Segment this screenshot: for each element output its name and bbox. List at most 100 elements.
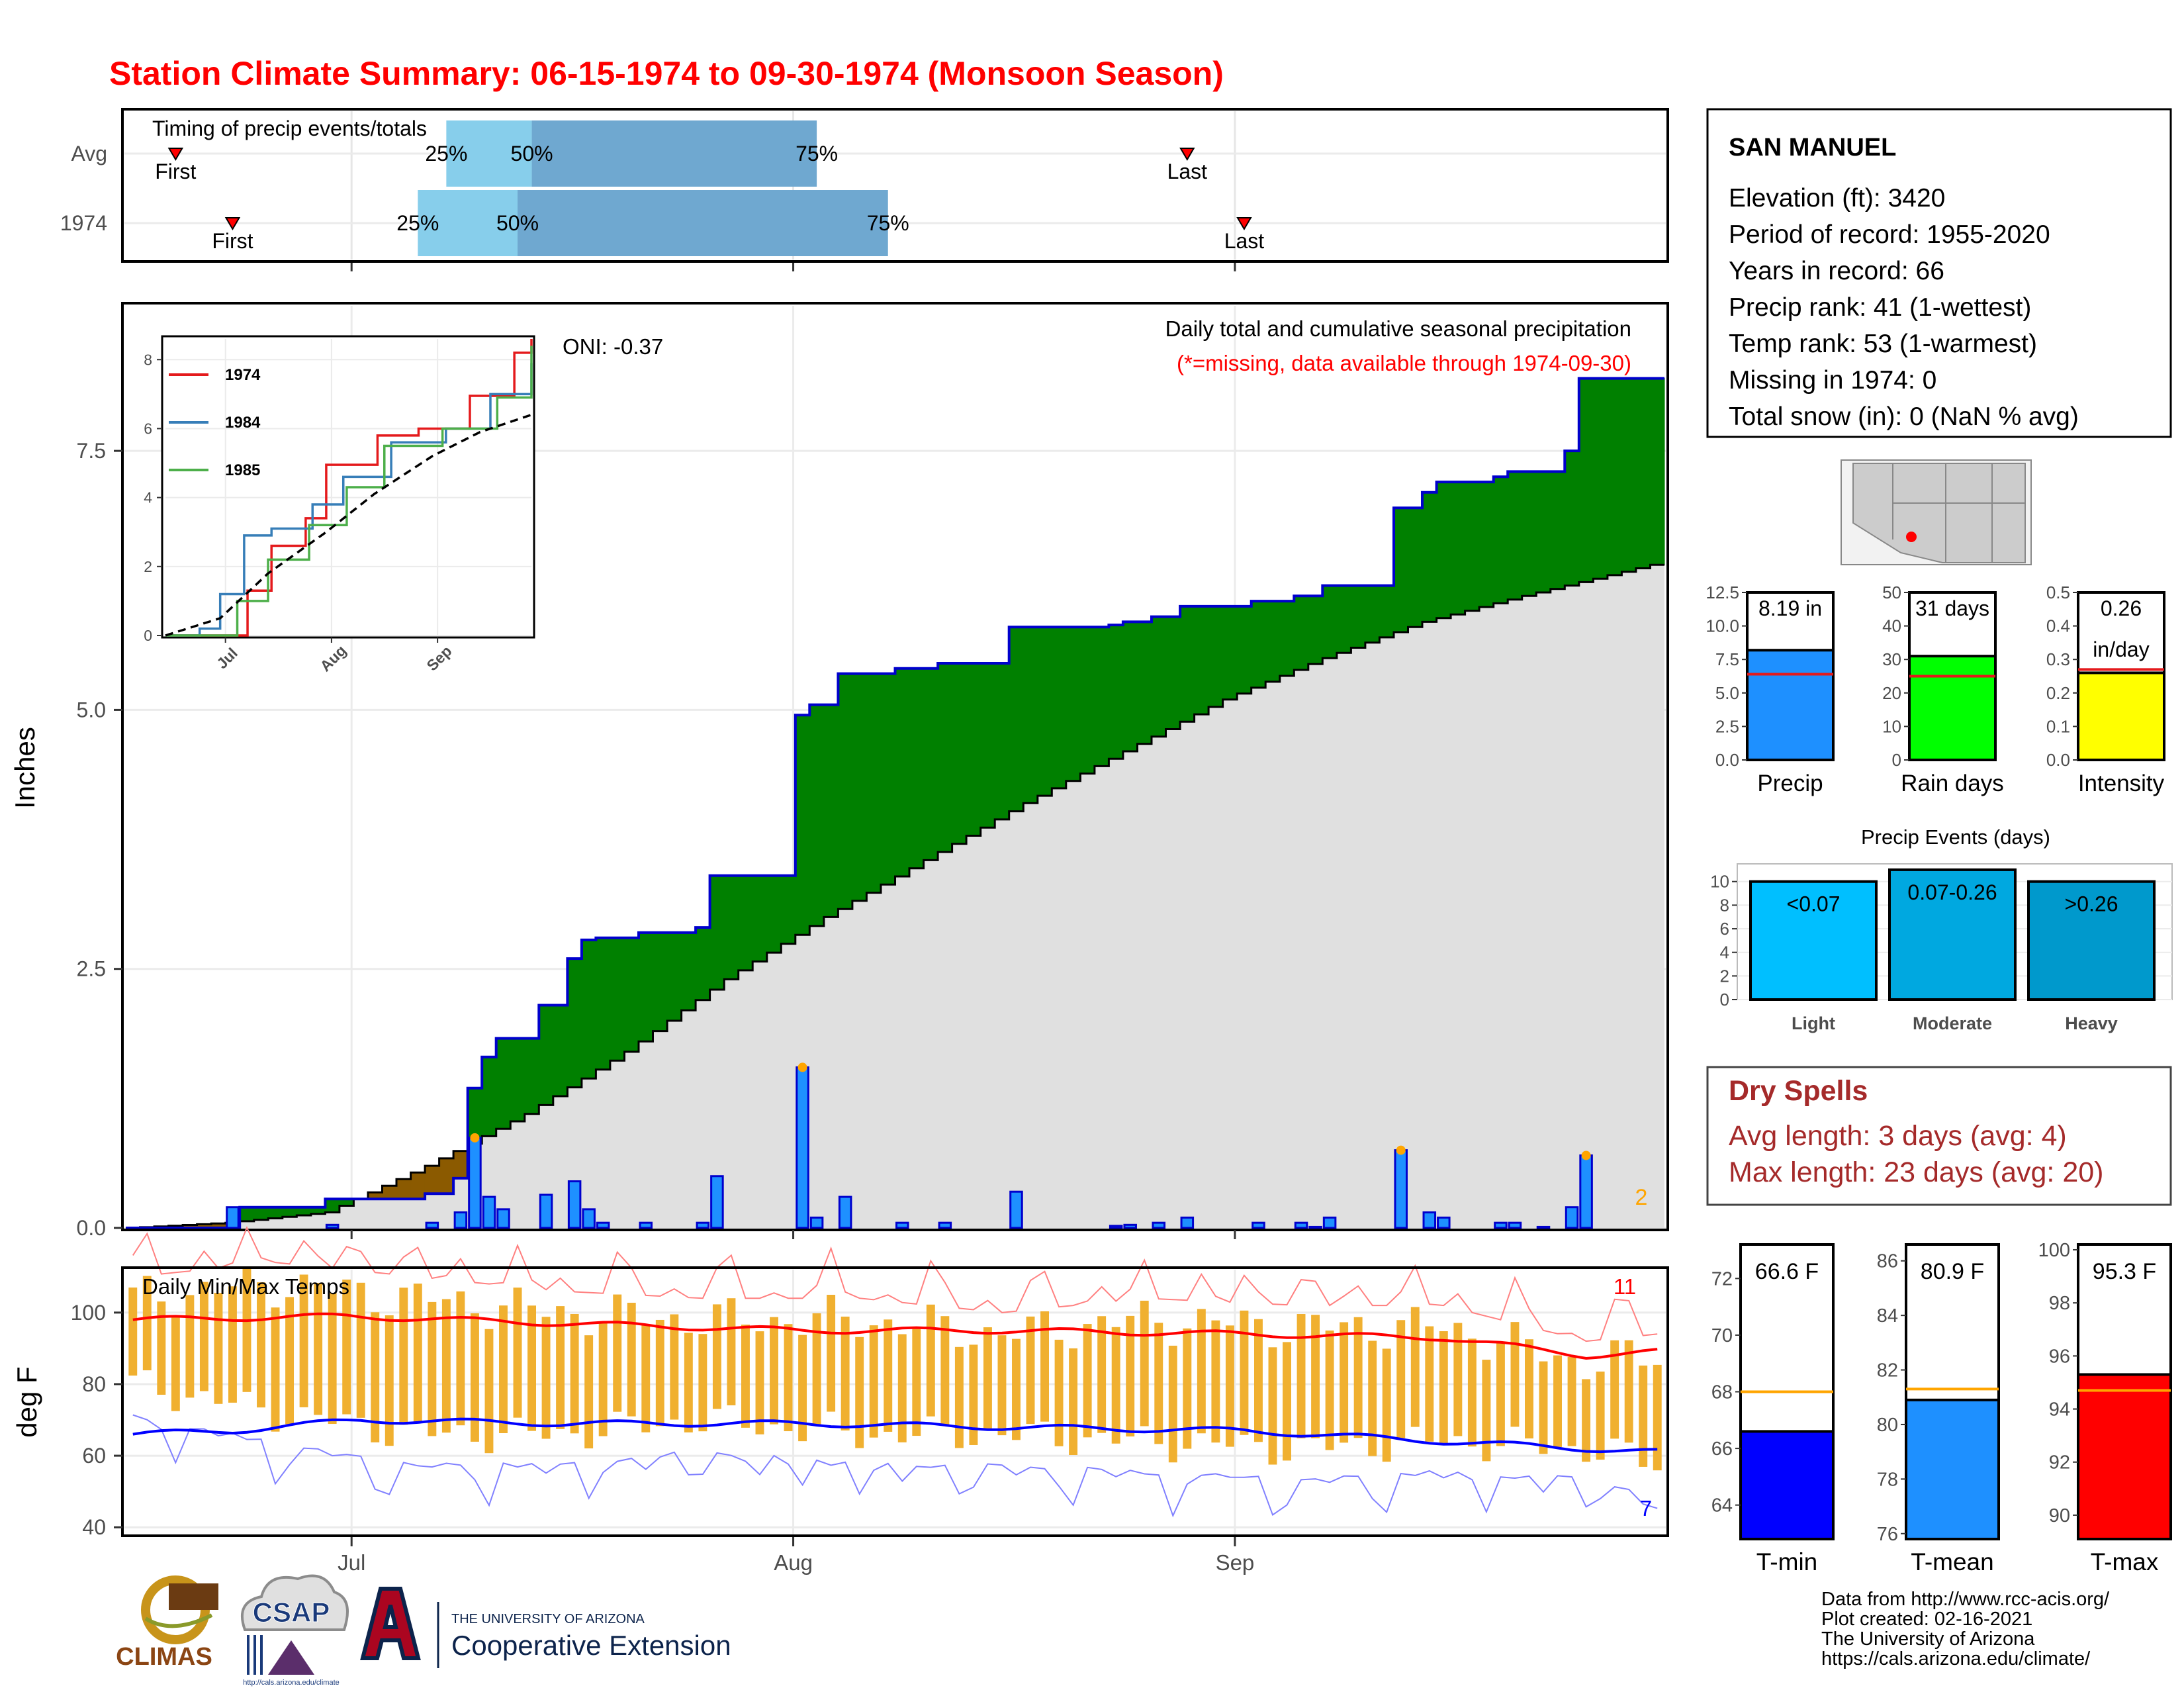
- temp-ylabel: deg F: [11, 1366, 42, 1437]
- daily-temp-range-bar: [1268, 1347, 1277, 1465]
- daily-temp-range-bar: [1168, 1345, 1177, 1463]
- daily-precip-bar: [1494, 1221, 1508, 1229]
- daily-temp-range-bar: [385, 1315, 394, 1446]
- inset-ytick-label: 6: [144, 420, 152, 437]
- temp-bar-tick-label: 80: [1877, 1415, 1898, 1436]
- daily-temp-range-bar: [727, 1298, 736, 1405]
- daily-precip-bar: [809, 1216, 824, 1229]
- credit-line: Plot created: 02-16-2021: [1821, 1609, 2032, 1630]
- temp-bar-tick-label: 72: [1711, 1268, 1733, 1289]
- daily-temp-range-bar: [399, 1288, 408, 1425]
- mini-bar: [1908, 655, 1997, 762]
- precip-corner-count: 2: [1635, 1185, 1648, 1210]
- daily-temp-range-bar: [299, 1274, 308, 1407]
- station-line: Precip rank: 41 (1-wettest): [1729, 293, 2031, 322]
- events-tick-label: 2: [1720, 966, 1729, 986]
- daily-precip-bar: [468, 1137, 482, 1229]
- precip-panel-title: Daily total and cumulative seasonal prec…: [1165, 316, 1631, 341]
- daily-temp-range-bar: [1510, 1322, 1520, 1427]
- daily-temp-range-bar: [1382, 1348, 1391, 1462]
- daily-precip-bar: [1251, 1221, 1265, 1229]
- station-line: Missing in 1974: 0: [1729, 366, 1936, 395]
- timing-panel: Avg 25% 50% 75% First Last 1974 25% 50% 75% First L…: [60, 108, 1669, 271]
- mini-bar-tick-label: 10: [1882, 716, 1901, 736]
- average-max-line: [132, 1312, 1658, 1360]
- temp-xtick-label: Jul: [338, 1550, 365, 1575]
- daily-temp-range-bar: [1582, 1379, 1591, 1462]
- daily-temp-range-bar: [371, 1312, 380, 1442]
- daily-precip-bar: [425, 1221, 439, 1229]
- mini-bar-tick-label: 10.0: [1706, 616, 1739, 636]
- daily-temp-range-bar: [527, 1305, 536, 1431]
- daily-precip-bar: [938, 1221, 952, 1229]
- daily-temp-range-bar: [1553, 1355, 1562, 1447]
- inset-ytick-label: 4: [144, 489, 152, 506]
- timing-marker-label: First: [155, 160, 196, 183]
- daily-temp-range-bar: [1539, 1361, 1548, 1454]
- mini-bar-tick-label: 30: [1882, 649, 1901, 669]
- temp-bar-tick-label: 94: [2049, 1399, 2070, 1421]
- daily-temp-range-bar: [1425, 1326, 1434, 1442]
- station-line: Years in record: 66: [1729, 257, 1944, 285]
- daily-precip-bar: [1394, 1149, 1408, 1229]
- csap-wordmark: CSAP: [253, 1597, 330, 1628]
- timing-marker: [1236, 217, 1252, 230]
- daily-temp-range-bar: [1525, 1339, 1533, 1438]
- timing-marker-label: First: [212, 229, 253, 253]
- daily-temp-range-bar: [1297, 1314, 1306, 1438]
- summary-bar-charts: 0.0 2.5 5.0 7.5 10.0 12.5 8.19 in Precip 0 10 20 30…: [1706, 583, 2165, 796]
- station-line: Temp rank: 53 (1-warmest): [1729, 330, 2037, 358]
- timing-row-label: 1974: [60, 211, 107, 235]
- daily-temp-range-bar: [1211, 1320, 1220, 1443]
- daily-temp-range-bar: [855, 1336, 864, 1448]
- daily-temp-range-bar: [541, 1317, 551, 1439]
- daily-temp-range-bar: [755, 1331, 764, 1434]
- daily-precip-bar: [710, 1175, 724, 1229]
- temp-bar-tick-label: 76: [1877, 1524, 1898, 1545]
- inset-ytick-label: 0: [144, 627, 152, 644]
- daily-temp-range-bar: [214, 1293, 223, 1404]
- daily-temp-range-bar: [1353, 1317, 1363, 1438]
- mini-bar-unit: in/day: [2093, 637, 2149, 661]
- daily-precip-bar: [582, 1208, 596, 1229]
- daily-temp-range-bar: [1054, 1339, 1064, 1446]
- daily-precip-bar: [696, 1221, 710, 1229]
- mini-bar: [1746, 649, 1835, 761]
- daily-temp-range-bar: [1283, 1342, 1291, 1461]
- temp-bar-tick-label: 70: [1711, 1325, 1733, 1346]
- mini-bar-value: 0.26: [2101, 596, 2142, 620]
- daily-temp-range-bar: [1596, 1371, 1605, 1460]
- mini-bar-tick-label: 2.5: [1715, 716, 1739, 736]
- daily-temp-range-bar: [1439, 1331, 1448, 1445]
- daily-precip-bar: [226, 1206, 240, 1229]
- timing-bar-25-50: [418, 190, 518, 256]
- mini-bar-label: Precip: [1757, 771, 1823, 796]
- inset-ytick-label: 8: [144, 351, 152, 368]
- precip-ytick-label: 2.5: [77, 957, 106, 981]
- daily-precip-bar: [325, 1223, 340, 1229]
- daily-temp-range-bar: [499, 1305, 508, 1434]
- daily-temp-range-bar: [1639, 1365, 1648, 1467]
- daily-temp-range-bar: [470, 1313, 479, 1442]
- average-cumulative-area: [126, 565, 1664, 1228]
- daily-precip-bar: [1294, 1221, 1308, 1229]
- temp-bar: [2077, 1373, 2172, 1540]
- daily-precip-bar: [895, 1221, 909, 1229]
- precip-ytick-label: 5.0: [77, 698, 106, 722]
- mini-bar-label: Rain days: [1901, 771, 2004, 796]
- daily-temp-range-bar: [356, 1282, 365, 1418]
- daily-precip-bar: [1508, 1221, 1522, 1229]
- daily-temp-range-bar: [1111, 1327, 1120, 1444]
- mini-bar-tick-label: 0.2: [2046, 683, 2070, 703]
- daily-precip-bar: [639, 1221, 653, 1229]
- temp-panel: Daily Min/Max Temps 11 7 deg F 40 60 80 100…: [11, 1226, 1669, 1575]
- daily-temp-range-bar: [827, 1294, 836, 1412]
- events-bar: [1749, 880, 1878, 1001]
- temp-bar-label: T-mean: [1911, 1548, 1993, 1575]
- daily-precip-bar: [1565, 1206, 1579, 1229]
- daily-temp-range-bar: [1140, 1300, 1149, 1427]
- inset-series-line: [165, 339, 533, 637]
- dry-spells-title: Dry Spells: [1729, 1075, 1868, 1107]
- mini-bar-tick-label: 0.0: [1715, 750, 1739, 770]
- daily-temp-range-bar: [1610, 1340, 1619, 1439]
